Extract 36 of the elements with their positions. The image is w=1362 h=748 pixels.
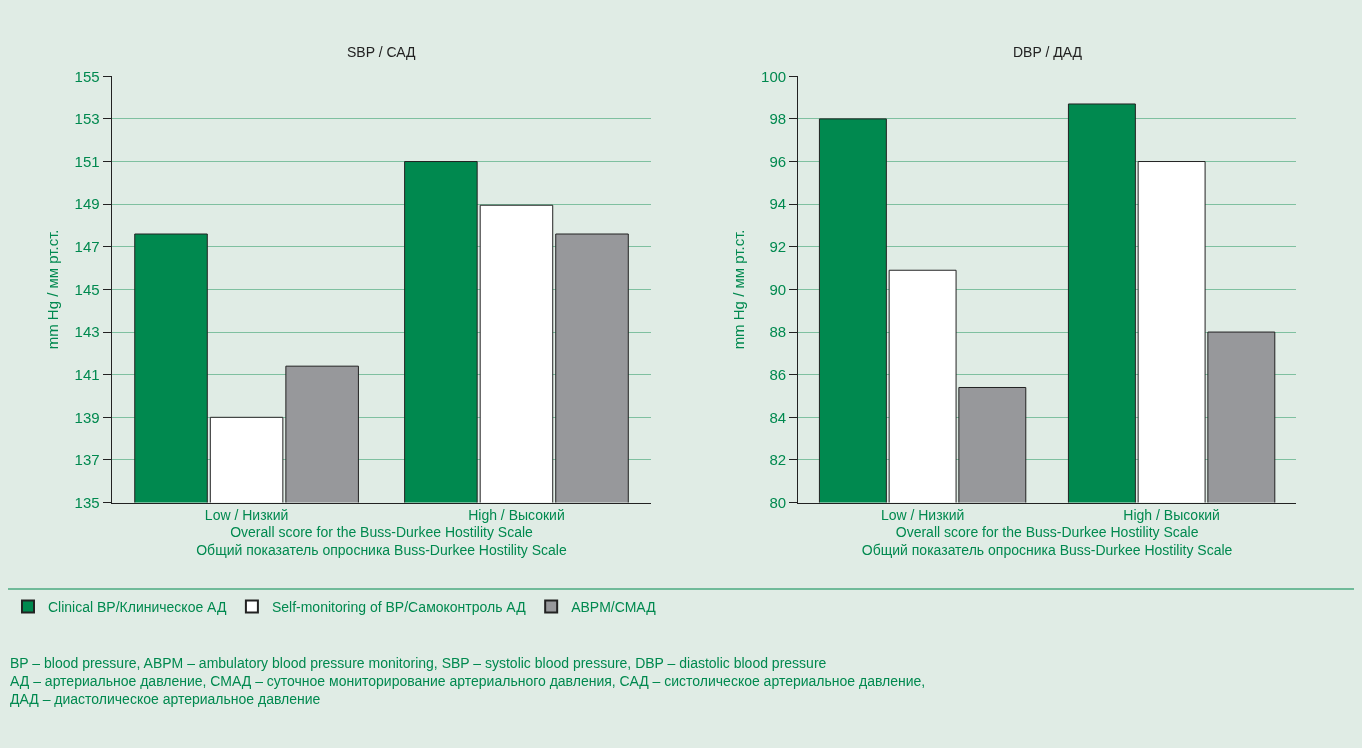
- x-tick-label: Low / Низкий: [204, 507, 289, 524]
- y-axis-title: mm Hg / мм рт.ст.: [43, 229, 61, 350]
- y-tick-label: 84: [769, 408, 787, 426]
- y-tick-label: 96: [769, 152, 787, 170]
- chart-title: DBP / ДАД: [1013, 44, 1083, 60]
- legend-label: Clinical BP/Клиническое АД: [48, 598, 227, 615]
- y-tick-label: 155: [74, 67, 100, 85]
- x-tick-label: Low / Низкий: [880, 507, 965, 524]
- y-tick-label: 100: [761, 67, 787, 85]
- y-tick-label: 86: [769, 365, 787, 383]
- x-axis-title: Overall score for the Buss-Durkee Hostility Scale Общий показатель опросника Buss-Durkee Hostility Scale: [861, 523, 1233, 558]
- y-tick-label: 141: [74, 365, 100, 383]
- y-tick-label: 82: [769, 451, 787, 469]
- y-tick-label: 151: [74, 152, 100, 170]
- y-tick-label: 147: [74, 238, 100, 256]
- legend-label: Self-monitoring of BP/Самоконтроль АД: [271, 598, 527, 615]
- y-tick-label: 137: [74, 451, 100, 469]
- y-tick-label: 153: [74, 110, 100, 128]
- y-tick-label: 145: [74, 280, 100, 298]
- text: BP – blood pressure, ABPM – ambulatory blood pressure monitoring, SBP – systolic blood pressure, DBP – diastolic blood pressure АД – артериальное давление, СМАД – суточное мониторирование артериального давления, САД – систолическое артериальное давление, ДАД – диастолическое артериальное давление: [10, 655, 926, 708]
- y-tick-label: 80: [769, 493, 787, 511]
- y-axis-title: mm Hg / мм рт.ст.: [730, 229, 748, 350]
- y-tick-label: 90: [769, 280, 787, 298]
- y-tick-label: 139: [74, 408, 100, 426]
- y-tick-label: 94: [769, 195, 787, 213]
- x-tick-label: High / Высокий: [468, 507, 565, 524]
- y-tick-label: 135: [74, 493, 100, 511]
- y-tick-label: 98: [769, 110, 787, 128]
- legend-label: ABPM/СМАД: [571, 598, 657, 615]
- x-tick-label: High / Высокий: [1123, 507, 1220, 524]
- y-tick-label: 92: [769, 238, 787, 256]
- chart-title: SBP / САД: [347, 44, 417, 60]
- y-tick-label: 149: [74, 195, 100, 213]
- y-tick-label: 88: [769, 323, 787, 341]
- y-tick-label: 143: [74, 323, 100, 341]
- x-axis-title: Overall score for the Buss-Durkee Hostility Scale Общий показатель опросника Buss-Durkee Hostility Scale: [196, 523, 567, 558]
